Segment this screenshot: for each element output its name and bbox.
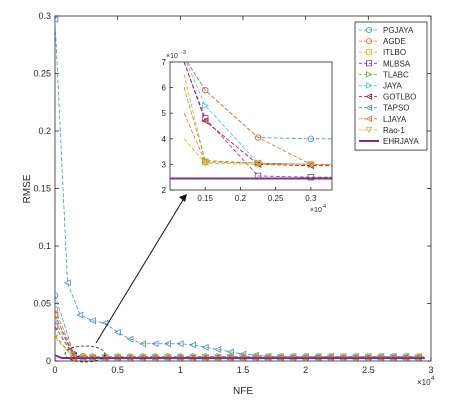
zoom-region-ellipse [64, 345, 106, 363]
legend-label-rao-1: Rao-1 [383, 126, 405, 135]
x-tick-label: 2.5 [362, 365, 375, 375]
inset-series-layer [170, 62, 332, 181]
legend-label-gotlbo: GOTLBO [383, 93, 416, 102]
x-axis-multiplier-exponent: 4 [431, 376, 435, 382]
point-tapso [189, 341, 197, 349]
point-agde [55, 306, 59, 313]
y-axis-label: RMSE [22, 174, 33, 203]
legend-marker-jaya [365, 82, 373, 89]
point-tapso [164, 340, 172, 348]
inset-point-agde [254, 134, 262, 141]
y-tick-label: 0.05 [33, 299, 51, 309]
point-tapso [226, 348, 234, 356]
inset-point-rao-1 [307, 161, 315, 169]
x-axis-multiplier: ×10 [417, 378, 431, 387]
inset-y-multiplier-exponent: -3 [181, 50, 186, 56]
series-line-ehrjaya [55, 354, 425, 360]
inset-y-tick-label: 3 [162, 160, 167, 169]
legend-label-pgjaya: PGJAYA [383, 26, 414, 35]
y-tick-label: 0.25 [33, 69, 51, 79]
inset-point-gotlbo [201, 117, 209, 125]
inset-point-jaya [202, 102, 209, 109]
y-tick-label: 0 [46, 356, 51, 366]
point-pgjaya [55, 292, 59, 299]
legend-marker-tlabc [365, 71, 373, 78]
x-tick-label: 1.5 [237, 365, 250, 375]
point-tapso [176, 340, 184, 348]
main-series-layer [55, 16, 425, 361]
inset-line-mlbsa [183, 62, 332, 178]
point-rao-1 [55, 334, 59, 342]
y-tick-label: 0.3 [38, 11, 51, 21]
x-tick-label: 0 [52, 365, 57, 375]
legend-label-agde: AGDE [383, 37, 406, 46]
point-tapso [126, 335, 134, 343]
point-tapso [55, 16, 59, 23]
point-ljaya [55, 311, 59, 319]
point-tapso [239, 350, 247, 358]
inset-x-multiplier-exponent: 4 [323, 204, 326, 210]
point-tapso [88, 317, 96, 325]
point-tapso [201, 343, 209, 351]
x-tick-label: 1 [178, 365, 183, 375]
y-tick-label: 0.1 [38, 241, 51, 251]
x-tick-label: 3 [428, 365, 433, 375]
zoom-arrow-head [179, 194, 187, 202]
x-tick-label: 2 [303, 365, 308, 375]
inset-y-tick-label: 4 [162, 135, 167, 144]
legend-marker-pgjaya [365, 26, 372, 33]
legend-marker-mlbsa [365, 60, 372, 67]
point-tapso [214, 346, 222, 353]
x-axis-label: NFE [233, 386, 253, 397]
inset-x-tick-label: 0.15 [197, 194, 213, 203]
inset-y-tick-label: 5 [162, 109, 167, 118]
inset-point-agde [202, 86, 209, 94]
point-tapso [113, 328, 121, 336]
inset-y-multiplier: ×10 [166, 53, 178, 60]
legend-marker-ljaya [365, 115, 373, 123]
legend-label-mlbsa: MLBSA [383, 59, 411, 68]
inset-line-rao-1 [183, 138, 332, 165]
inset-x-tick-label: 0.2 [235, 194, 247, 203]
inset-point-rao-1 [254, 161, 262, 169]
x-tick-label: 0.5 [111, 365, 124, 375]
legend-label-tapso: TAPSO [383, 104, 410, 113]
inset-y-tick-label: 6 [162, 84, 167, 93]
y-tick-label: 0.15 [33, 184, 51, 194]
inset-point-pgjaya [307, 135, 315, 142]
series-line-agde [55, 309, 425, 358]
legend: PGJAYA AGDE ITLBO MLBSA TLABC JAYA GOTLBO TAPSO… [354, 21, 428, 151]
legend-label-itlbo: ITLBO [383, 48, 406, 57]
inset-y-tick-label: 2 [162, 186, 167, 195]
inset-y-tick-label: 7 [162, 58, 167, 67]
point-tapso [151, 340, 159, 348]
legend-marker-gotlbo [365, 93, 373, 100]
inset-x-tick-label: 0.25 [268, 194, 284, 203]
inset-point-rao-1 [201, 159, 209, 167]
zoom-arrow [95, 199, 184, 344]
legend-marker-tapso [365, 104, 373, 111]
legend-label-tlabc: TLABC [383, 70, 409, 79]
inset-point-mlbsa [307, 173, 315, 181]
legend-marker-rao-1 [365, 126, 373, 134]
legend-marker-agde [365, 38, 372, 45]
inset-x-multiplier: ×10 [310, 207, 322, 214]
legend-label-ljaya: LJAYA [383, 115, 407, 124]
point-tapso [63, 279, 71, 287]
point-tapso [76, 311, 84, 319]
point-tapso [139, 340, 146, 348]
legend-label-ehrjaya: EHRJAYA [383, 137, 419, 146]
y-tick-label: 0.2 [38, 126, 51, 136]
legend-label-jaya: JAYA [383, 82, 402, 91]
inset-x-tick-label: 0.3 [305, 194, 317, 203]
legend-marker-itlbo [365, 49, 372, 56]
